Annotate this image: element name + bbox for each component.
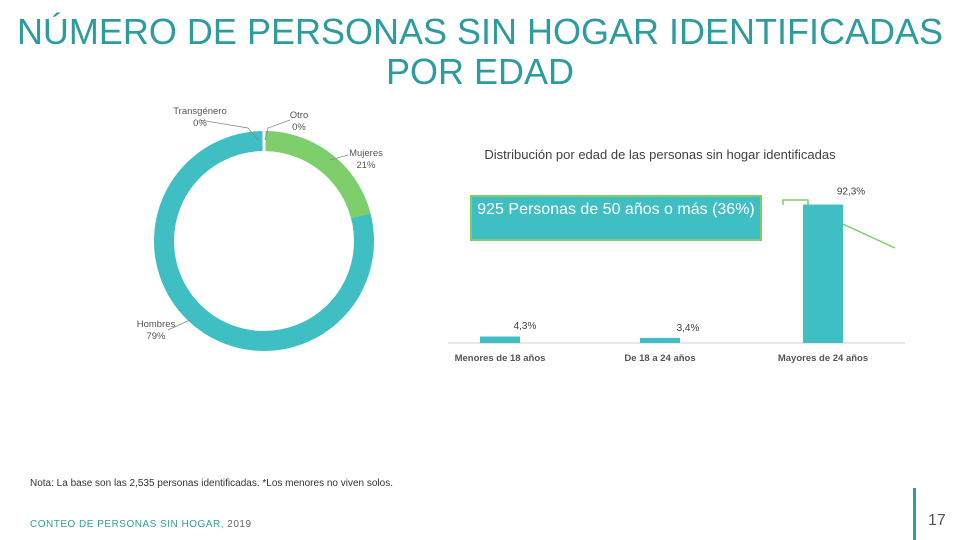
bar-value-label: 92,3%	[837, 187, 865, 198]
donut-label-pct: 21%	[356, 160, 376, 171]
bar-value-label: 3,4%	[677, 323, 700, 334]
footer-year: 2019	[227, 519, 252, 530]
footer-text: CONTEO DE PERSONAS SIN HOGAR,	[30, 519, 228, 530]
page-number: 17	[928, 512, 946, 529]
bar-category-label: Menores de 18 años	[455, 353, 546, 364]
age-callout-box: 925 Personas de 50 años o más (36%)	[470, 195, 762, 241]
page-title-line-2: POR EDAD	[385, 51, 575, 92]
leader-otro	[264, 119, 291, 141]
donut-label-pct: 0%	[193, 118, 207, 129]
leader-transgenero	[199, 119, 259, 141]
bar-chart-title: Distribución por edad de las personas si…	[484, 147, 836, 162]
donut-label-otro: Otro 0%	[282, 110, 316, 134]
footnote: Nota: La base son las 2,535 personas ide…	[30, 478, 393, 489]
donut-label-name: Hombres	[136, 319, 176, 330]
bar-3	[803, 204, 843, 343]
page-title: NÚMERO DE PERSONAS SIN HOGAR IDENTIFICAD…	[0, 12, 960, 92]
bar-1	[480, 336, 520, 343]
donut-label-name: Mujeres	[349, 148, 383, 159]
donut-label-name: Transgénero	[173, 106, 227, 117]
donut-label-mujeres: Mujeres 21%	[344, 148, 388, 172]
donut-label-name: Otro	[289, 110, 309, 121]
donut-label-pct: 79%	[146, 331, 166, 342]
bar-category-label: De 18 a 24 años	[624, 353, 695, 364]
page-title-line-1: NÚMERO DE PERSONAS SIN HOGAR IDENTIFICAD…	[16, 11, 944, 52]
bar-value-label: 4,3%	[514, 321, 537, 332]
footer-source: CONTEO DE PERSONAS SIN HOGAR, 2019	[30, 519, 252, 530]
donut-label-pct: 0%	[292, 122, 306, 133]
donut-slice-mujeres	[263, 131, 371, 219]
bar-category-label: Mayores de 24 años	[778, 353, 868, 364]
donut-label-transgenero: Transgénero 0%	[168, 106, 232, 130]
footer-divider	[913, 488, 916, 540]
donut-label-hombres: Hombres 79%	[134, 319, 178, 343]
bar-2	[640, 337, 680, 343]
leader-mujeres	[329, 154, 349, 161]
leader-hombres	[167, 319, 191, 331]
